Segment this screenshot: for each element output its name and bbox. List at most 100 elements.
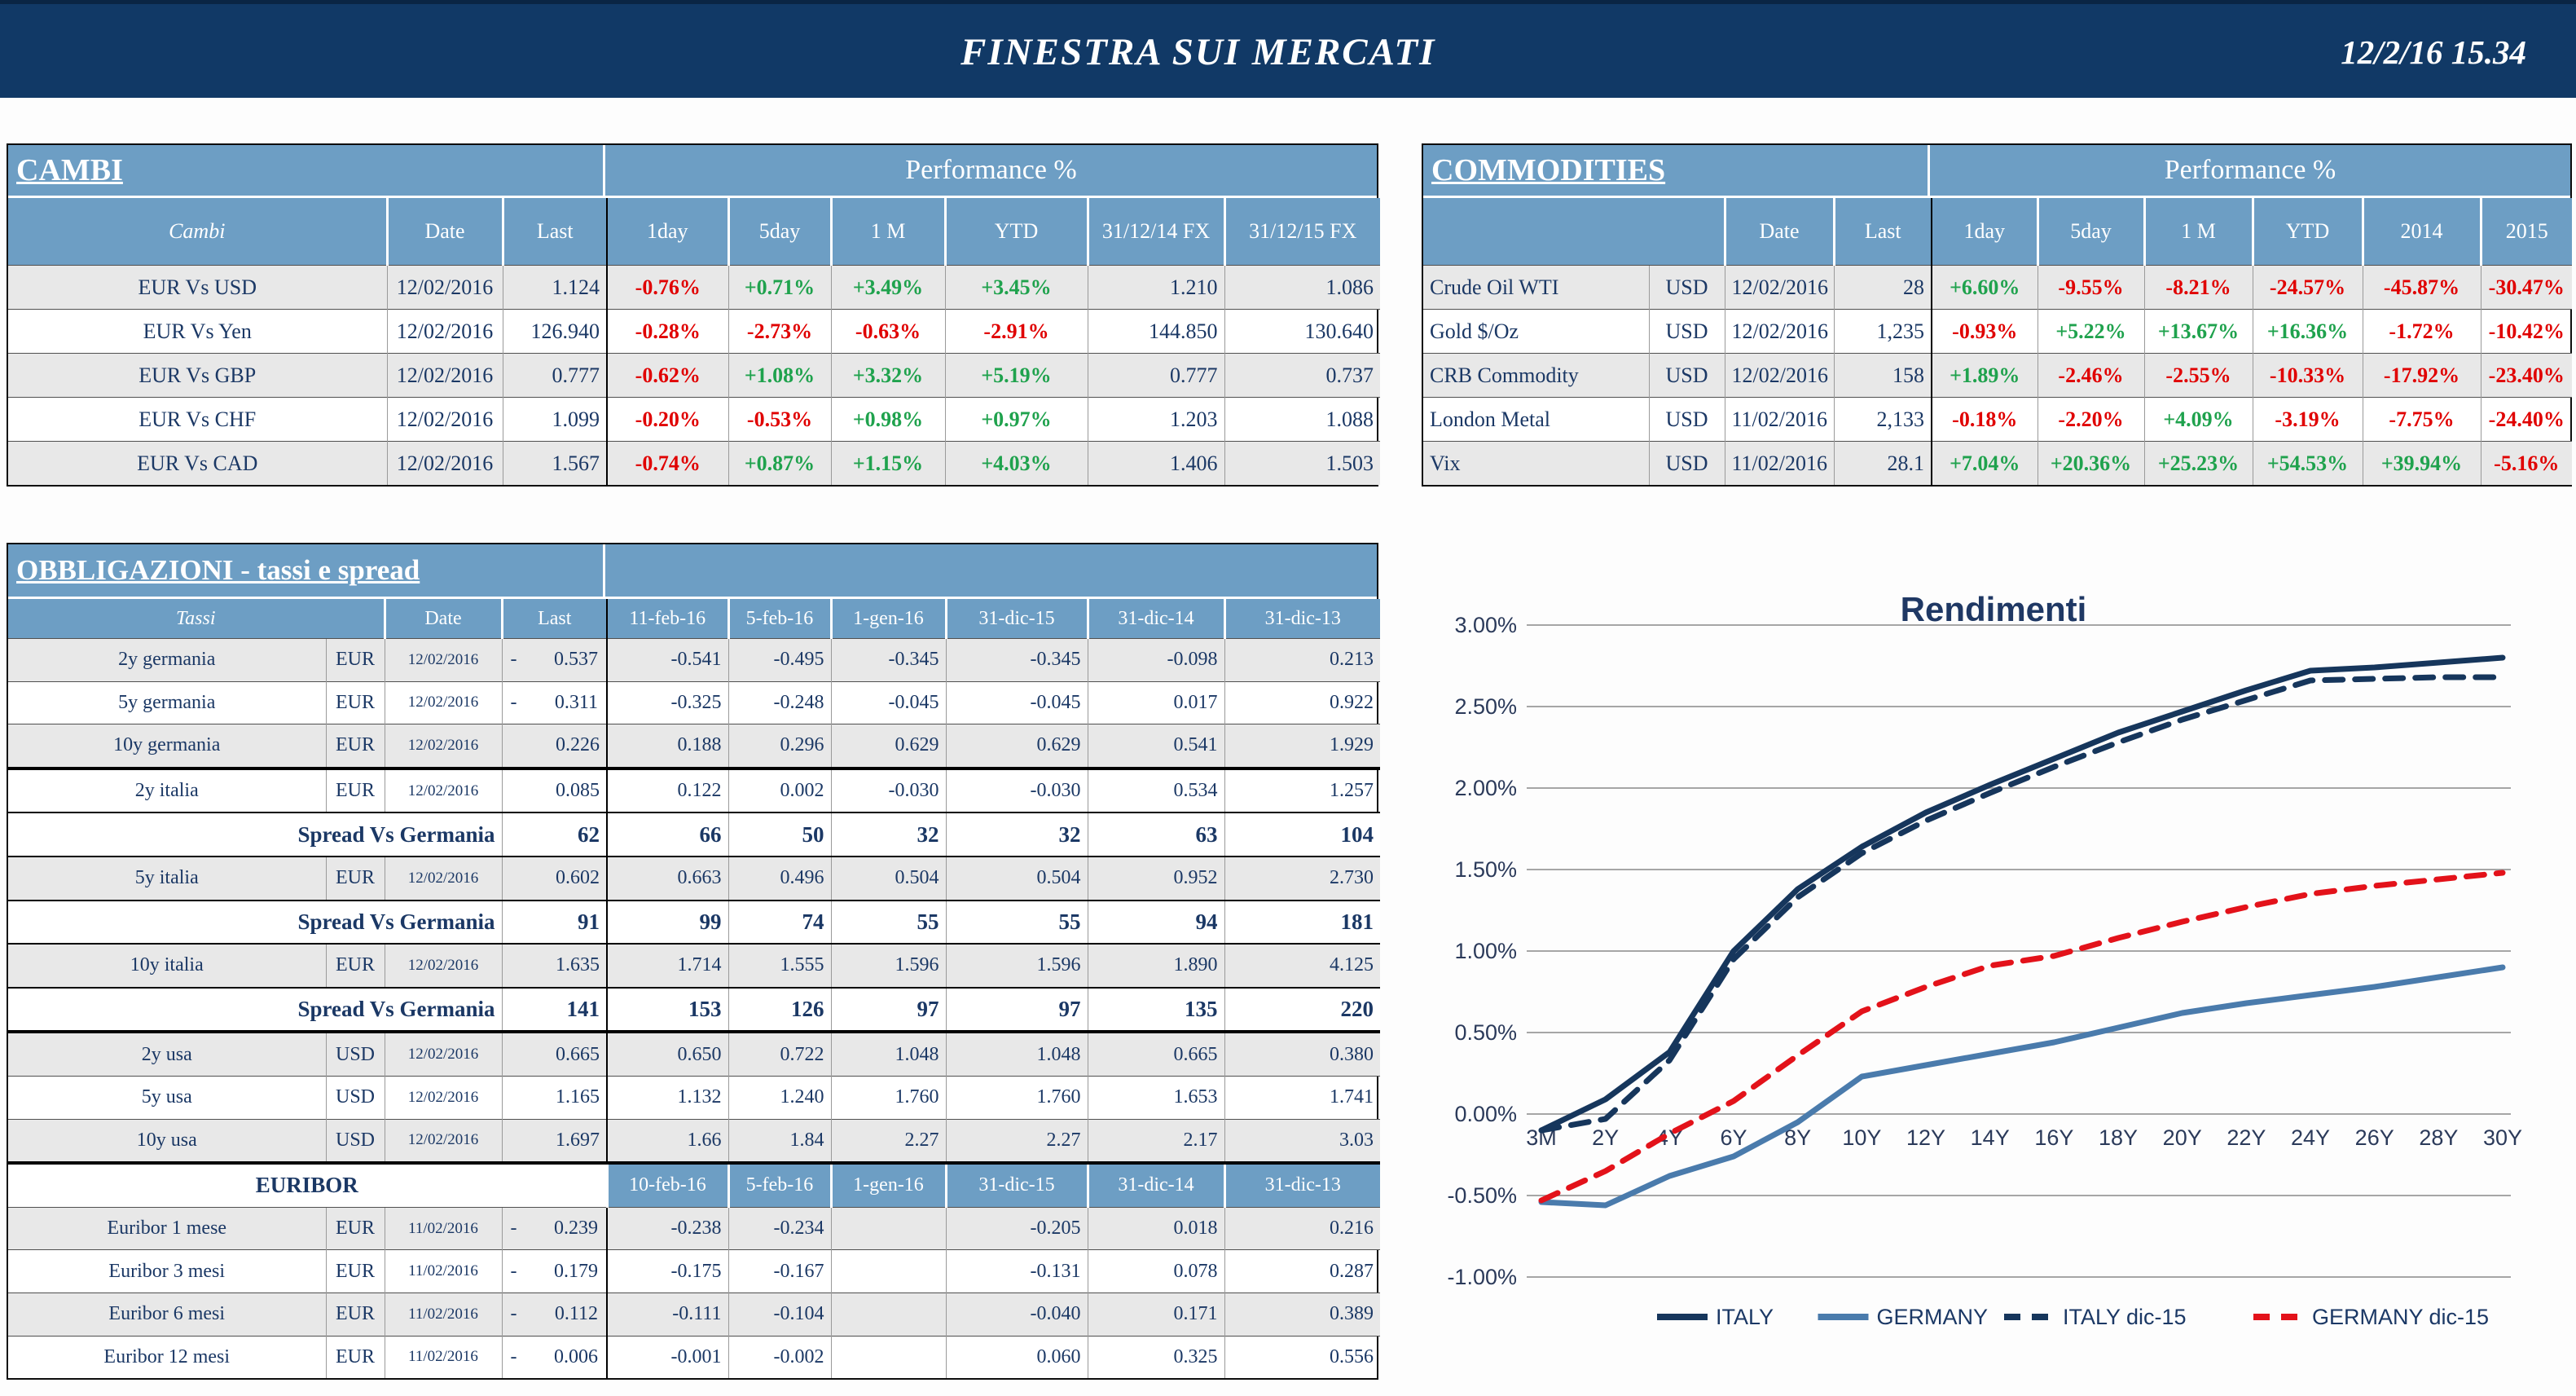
last-cell: 1.635 (501, 943, 607, 988)
value-cell: 2.27 (945, 1118, 1088, 1164)
x-axis-tick-label: 14Y (1971, 1125, 2010, 1150)
title-bar-inner: FINESTRA SUI MERCATI 12/2/16 15.34 (5, 9, 2571, 95)
last-cell: 0.085 (501, 766, 607, 813)
value-cell: -0.248 (728, 680, 831, 724)
perf-cell: +3.45% (944, 265, 1088, 310)
perf-cell: +25.23% (2143, 441, 2253, 485)
table-row: 10y usa USD 12/02/2016 1.697 1.66 1.84 2.27 2.2… (8, 1118, 1380, 1164)
obbligazioni-section-title: OBBLIGAZIONI - tassi e spread (16, 554, 420, 586)
value-cell: 2.17 (1087, 1118, 1224, 1164)
perf-cell: +16.36% (2252, 309, 2363, 354)
currency-cell: USD (1648, 441, 1725, 485)
last-cell: - 0.006 (501, 1335, 607, 1379)
obbligazioni-band: OBBLIGAZIONI - tassi e spread (8, 544, 1377, 599)
spread-value-cell: 32 (830, 812, 946, 857)
perf-cell: +0.98% (830, 397, 945, 442)
x-axis-tick-label: 30Y (2483, 1125, 2522, 1150)
x-axis-tick-label: 2Y (1592, 1125, 1619, 1150)
legend-label-germany: GERMANY (1877, 1305, 1989, 1329)
commodities-table: Date Last 1day 5day 1 M YTD 2014 2015 Crude Oil … (1423, 198, 2572, 485)
bond-table-head: Tassi Date Last 11-feb-16 5-feb-16 1-gen-16 31… (8, 599, 1380, 639)
table-row: EUR Vs Yen 12/02/2016 126.940 -0.28% -2.73% -… (8, 309, 1380, 354)
page-title: FINESTRA SUI MERCATI (961, 31, 1436, 73)
column-header-31-dic-14: 31-dic-14 (1086, 599, 1224, 639)
commodities-table-head: Date Last 1day 5day 1 M YTD 2014 2015 (1423, 198, 2572, 266)
value-cell: 1.84 (728, 1118, 831, 1164)
spread-value-cell: 63 (1087, 812, 1224, 857)
value-cell: 0.629 (830, 724, 946, 768)
series-line-italy-dic-15 (1538, 674, 2506, 1134)
perf-cell: +5.22% (2037, 309, 2144, 354)
value-cell: -0.045 (830, 680, 946, 724)
commodity-name-cell: London Metal (1423, 397, 1649, 442)
perf-cell: +4.09% (2143, 397, 2253, 442)
last-value: 0.006 (554, 1345, 598, 1367)
currency-cell: EUR (325, 680, 385, 724)
instrument-name-cell: Euribor 6 mesi (8, 1292, 326, 1336)
instrument-name-cell: 2y germania (8, 638, 326, 682)
instrument-name-cell: Euribor 3 mesi (8, 1249, 326, 1293)
value-cell: -0.541 (606, 638, 728, 682)
bond-table-body: 2y germania EUR 12/02/2016-0.537 -0.541 -0.4… (8, 638, 1380, 1379)
perf-cell: -10.42% (2480, 309, 2572, 354)
date-cell: 12/02/2016 (384, 638, 502, 682)
y-axis-tick-label: -0.50% (1447, 1183, 1517, 1208)
y-axis-tick-label: 2.50% (1454, 694, 1517, 719)
perf-cell: -10.33% (2252, 353, 2363, 398)
obbligazioni-table: Tassi Date Last 11-feb-16 5-feb-16 1-gen-16 31… (8, 599, 1380, 1379)
value-cell: -0.234 (728, 1206, 831, 1250)
legend-label-germany-dic-15: GERMANY dic-15 (2312, 1305, 2489, 1329)
perf-cell: +7.04% (1931, 441, 2038, 485)
value-cell: 0.922 (1224, 680, 1380, 724)
instrument-name-cell: 10y usa (8, 1118, 326, 1164)
euribor-column-header-31-dic-14: 31-dic-14 (1086, 1161, 1224, 1208)
x-axis-tick-label: 28Y (2419, 1125, 2458, 1150)
last-cell: 1.124 (502, 265, 607, 310)
date-cell: 12/02/2016 (1724, 309, 1834, 354)
value-cell: 1.66 (606, 1118, 728, 1164)
euribor-column-header-10-feb-16: 10-feb-16 (605, 1161, 728, 1208)
perf-cell: +39.94% (2362, 441, 2481, 485)
last-value: 0.537 (554, 649, 598, 671)
currency-cell: USD (1648, 397, 1725, 442)
column-header-ytd: YTD (943, 198, 1088, 266)
euribor-column-header-31-dic-13: 31-dic-13 (1223, 1161, 1380, 1208)
pair-name-cell: EUR Vs CHF (8, 397, 387, 442)
fx-2015-cell: 0.737 (1224, 353, 1380, 398)
table-row: 2y germania EUR 12/02/2016- 0.537 -0.541 -0.4… (8, 638, 1380, 682)
value-cell (830, 1206, 946, 1250)
value-cell: -0.167 (728, 1249, 831, 1293)
commodities-section-title: COMMODITIES (1431, 153, 1666, 187)
spread-last-cell: 141 (501, 986, 607, 1033)
table-row: Gold $/Oz USD 12/02/2016 1,235 -0.93% +5.22% +… (1423, 309, 2572, 354)
instrument-name-cell: Euribor 1 mese (8, 1206, 326, 1250)
value-cell: 0.665 (1087, 1030, 1224, 1077)
chart-title: Rendimenti (1901, 590, 2087, 628)
perf-cell: -0.93% (1931, 309, 2038, 354)
value-cell: -0.325 (606, 680, 728, 724)
value-cell: 0.213 (1224, 638, 1380, 682)
currency-cell: EUR (325, 1292, 385, 1336)
value-cell: 1.714 (606, 943, 728, 988)
column-header-1-gen-16: 1-gen-16 (829, 599, 946, 639)
y-axis-tick-label: 1.00% (1454, 939, 1517, 963)
perf-cell: -17.92% (2362, 353, 2481, 398)
perf-cell: -8.21% (2143, 265, 2253, 310)
date-cell: 12/02/2016 (384, 1075, 502, 1120)
value-cell: -0.104 (728, 1292, 831, 1336)
date-cell: 12/02/2016 (386, 309, 503, 354)
value-cell: 0.002 (728, 766, 831, 813)
spread-value-cell: 220 (1224, 986, 1380, 1033)
value-cell (830, 1292, 946, 1336)
value-cell: -0.030 (830, 766, 946, 813)
spread-row: Spread Vs Germania 62 66 50 32 32 63 104 (8, 812, 1380, 857)
perf-cell: +1.15% (830, 441, 945, 485)
y-axis-tick-label: 1.50% (1454, 857, 1517, 882)
value-cell: 0.389 (1224, 1292, 1380, 1336)
x-axis-tick-label: 24Y (2291, 1125, 2330, 1150)
legend-label-italy: ITALY (1716, 1305, 1774, 1329)
column-header-5day: 5day (2036, 198, 2144, 266)
value-cell: 1.653 (1087, 1075, 1224, 1120)
value-cell: 0.017 (1087, 680, 1224, 724)
last-cell: 0.777 (502, 353, 607, 398)
